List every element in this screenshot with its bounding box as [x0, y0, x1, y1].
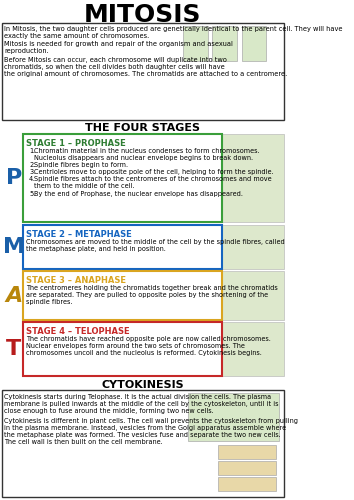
Bar	[212, 26, 237, 61]
Bar	[183, 26, 207, 61]
Text: Cytokinesis starts during Telophase. It is the actual division the cells. The pl: Cytokinesis starts during Telophase. It …	[4, 394, 279, 414]
Text: Before Mitosis can occur, each chromosome will duplicate into two
chromatids, so: Before Mitosis can occur, each chromosom…	[4, 57, 287, 77]
Text: STAGE 1 – PROPHASE: STAGE 1 – PROPHASE	[26, 139, 126, 148]
Text: 1.: 1.	[29, 148, 35, 154]
Bar	[222, 322, 284, 376]
Bar	[222, 270, 284, 320]
Bar	[23, 134, 222, 222]
Text: Chromosomes are moved to the middle of the cell by the spindle fibres, called
th: Chromosomes are moved to the middle of t…	[26, 238, 285, 252]
Text: M: M	[3, 236, 25, 256]
Text: Spindle fibres attach to the centromeres of the chromosomes and move
them to the: Spindle fibres attach to the centromeres…	[34, 176, 272, 190]
Bar	[218, 445, 276, 459]
Bar	[222, 224, 284, 268]
Bar	[241, 26, 266, 61]
Text: Cytokinesis is different in plant cells. The cell wall prevents the cytoskeleton: Cytokinesis is different in plant cells.…	[4, 418, 298, 445]
Text: Centrioles move to opposite pole of the cell, helping to form the spindle.: Centrioles move to opposite pole of the …	[34, 169, 274, 175]
Text: Chromatin material in the nucleus condenses to form chromosomes.
Nucleolus disap: Chromatin material in the nucleus conden…	[34, 148, 259, 161]
Bar	[2, 390, 284, 497]
Text: The chromatids have reached opposite pole are now called chromosomes.
Nuclear en: The chromatids have reached opposite pol…	[26, 336, 271, 356]
Text: THE FOUR STAGES: THE FOUR STAGES	[85, 123, 200, 133]
Text: STAGE 2 – METAPHASE: STAGE 2 – METAPHASE	[26, 230, 132, 238]
Bar	[188, 394, 279, 441]
Bar	[23, 224, 222, 268]
Bar	[2, 23, 284, 120]
Bar	[23, 322, 222, 376]
Text: T: T	[6, 340, 21, 359]
Text: P: P	[6, 168, 22, 188]
Text: STAGE 3 – ANAPHASE: STAGE 3 – ANAPHASE	[26, 276, 126, 284]
Bar	[218, 461, 276, 475]
Text: 5.: 5.	[29, 190, 35, 196]
Text: A: A	[5, 286, 22, 306]
Bar	[23, 270, 222, 320]
Text: MITOSIS: MITOSIS	[84, 3, 202, 27]
Text: 2.: 2.	[29, 162, 35, 168]
Text: Spindle fibres begin to form.: Spindle fibres begin to form.	[34, 162, 128, 168]
Text: In Mitosis, the two daughter cells produced are genetically identical to the par: In Mitosis, the two daughter cells produ…	[4, 26, 343, 39]
Text: 3.: 3.	[29, 169, 35, 175]
Bar	[222, 134, 284, 222]
Bar	[218, 477, 276, 491]
Text: CYTOKINESIS: CYTOKINESIS	[102, 380, 184, 390]
Text: STAGE 4 – TELOPHASE: STAGE 4 – TELOPHASE	[26, 328, 130, 336]
Text: Mitosis is needed for growth and repair of the organism and asexual
reproduction: Mitosis is needed for growth and repair …	[4, 41, 233, 54]
Text: 4.: 4.	[29, 176, 35, 182]
Text: The centromeres holding the chromatids together break and the chromatids
are sep: The centromeres holding the chromatids t…	[26, 284, 278, 304]
Text: By the end of Prophase, the nuclear envelope has disappeared.: By the end of Prophase, the nuclear enve…	[34, 190, 243, 196]
